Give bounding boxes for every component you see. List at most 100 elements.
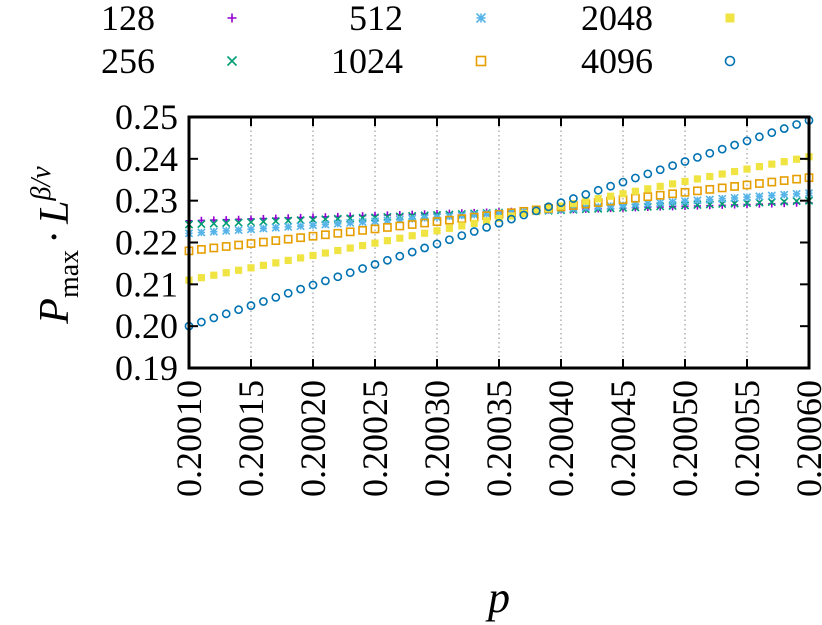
legend-item: 4096 — [581, 41, 736, 81]
data-point — [494, 218, 504, 228]
data-point — [792, 174, 801, 184]
data-point — [210, 271, 218, 279]
data-point — [320, 276, 330, 286]
data-point — [457, 231, 467, 241]
data-point — [717, 183, 727, 193]
x-tick-label: 0.20060 — [789, 380, 822, 497]
data-point — [668, 197, 677, 207]
data-point — [780, 190, 789, 199]
x-tick-label: 0.20055 — [727, 380, 767, 497]
data-point — [656, 198, 665, 207]
data-point — [284, 216, 293, 225]
data-point — [767, 197, 776, 207]
data-point — [705, 148, 715, 158]
data-point — [792, 120, 801, 129]
data-point — [706, 172, 714, 181]
data-point — [359, 241, 367, 250]
x-tick-label: 0.20050 — [665, 380, 705, 497]
data-point — [345, 268, 355, 278]
data-point — [718, 170, 726, 178]
data-point — [618, 201, 628, 210]
data-point — [234, 218, 243, 227]
data-point — [246, 217, 256, 227]
data-point — [606, 181, 615, 191]
data-point — [284, 222, 293, 232]
data-point — [630, 193, 640, 203]
y-tick-label: 0.24 — [115, 139, 178, 179]
legend-label: 256 — [101, 41, 155, 81]
data-point — [754, 179, 764, 188]
legend-label: 4096 — [581, 41, 653, 81]
data-point — [226, 55, 238, 67]
data-point — [506, 214, 516, 224]
y-axis-label-sup: β/ν — [26, 166, 57, 202]
y-tick-label: 0.21 — [115, 264, 178, 304]
y-axis-label-dot: · — [32, 230, 78, 244]
data-point — [755, 132, 764, 142]
y-tick-label: 0.25 — [115, 97, 178, 137]
data-point — [631, 173, 640, 183]
data-point — [544, 202, 553, 212]
data-point — [420, 218, 429, 228]
data-point — [259, 261, 267, 269]
data-point — [308, 280, 318, 290]
data-point — [382, 255, 392, 265]
data-point — [432, 239, 442, 249]
y-tick-label: 0.22 — [115, 223, 178, 263]
x-tick-label: 0.20015 — [231, 380, 271, 497]
data-point — [519, 210, 529, 220]
y-tick-label: 0.20 — [115, 306, 178, 346]
data-point — [531, 206, 541, 216]
data-point — [246, 239, 256, 248]
plot-area — [184, 115, 814, 331]
data-point — [593, 185, 603, 195]
data-point — [333, 272, 343, 282]
data-point — [370, 217, 380, 226]
data-point — [767, 191, 776, 200]
x-tick-label: 0.20035 — [479, 380, 519, 497]
x-tick-label: 0.20040 — [541, 380, 581, 497]
data-point — [706, 202, 714, 210]
x-tick-label: 0.20010 — [169, 380, 209, 497]
data-point — [197, 216, 205, 224]
data-point — [545, 204, 553, 213]
data-point — [780, 197, 789, 206]
x-axis: 0.20010 0.20015 0.20020 0.20025 0.20030 0.200… — [169, 117, 822, 497]
data-point — [767, 128, 777, 138]
plot-frame — [187, 115, 811, 370]
series-4096 — [184, 115, 814, 331]
data-point — [296, 233, 305, 243]
data-point — [705, 195, 714, 204]
data-point — [321, 249, 329, 257]
data-point — [532, 207, 540, 215]
data-point — [272, 259, 280, 267]
data-point — [407, 220, 417, 229]
data-point — [483, 217, 491, 225]
data-point — [444, 235, 454, 245]
data-point — [296, 221, 305, 231]
data-point — [668, 161, 677, 171]
data-point — [680, 197, 690, 206]
data-point — [618, 177, 628, 187]
data-point — [655, 165, 665, 175]
data-point — [395, 221, 405, 231]
data-point — [705, 184, 715, 194]
data-point — [259, 224, 268, 233]
data-point — [556, 198, 566, 208]
y-axis-label-sub: max — [54, 250, 85, 298]
data-point — [730, 182, 739, 191]
data-point — [370, 260, 380, 269]
data-point — [594, 195, 602, 203]
y-axis-label: Pmax · Lβ/ν — [26, 166, 85, 325]
legend-label: 2048 — [581, 0, 653, 38]
data-point — [482, 222, 491, 232]
data-point — [258, 237, 268, 247]
data-point — [755, 163, 763, 171]
data-point — [283, 288, 293, 298]
data-point — [520, 209, 528, 218]
data-point — [271, 292, 281, 302]
data-point — [227, 13, 237, 23]
data-point — [631, 200, 640, 209]
data-point — [197, 219, 206, 229]
data-point — [333, 228, 343, 238]
